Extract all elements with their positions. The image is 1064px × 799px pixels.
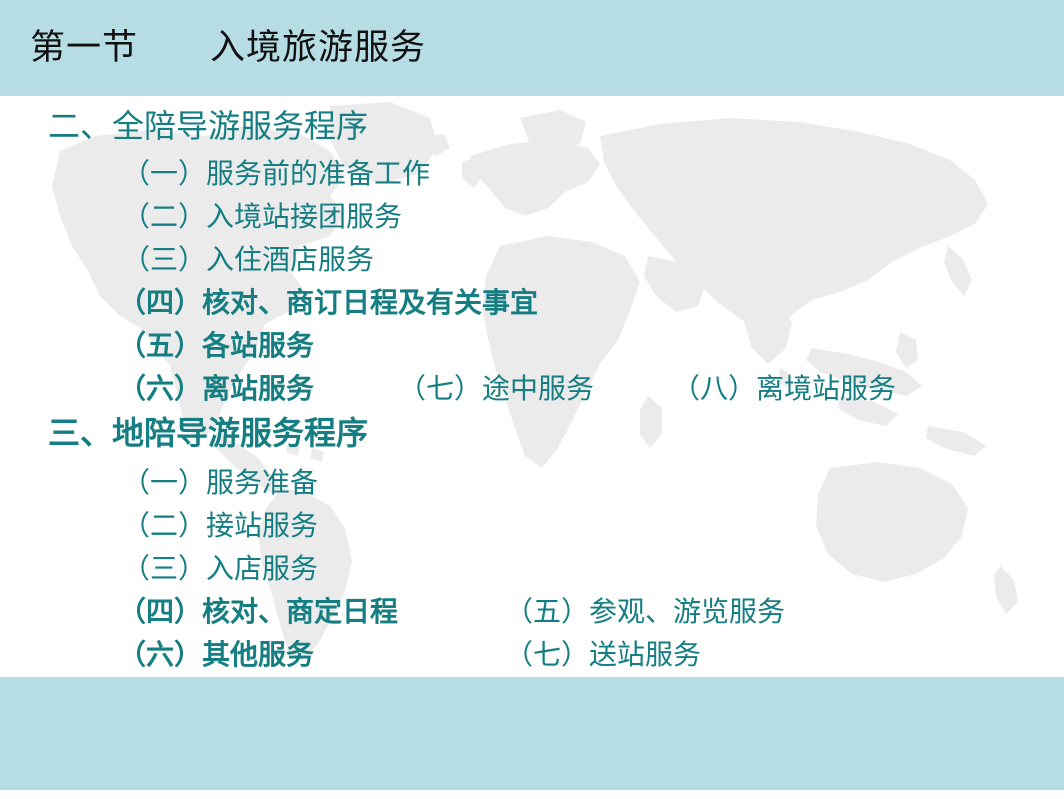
section2-item-1: （一）服务前的准备工作 bbox=[122, 157, 431, 190]
slide-bottom-margin bbox=[0, 793, 1064, 799]
section-heading-3: 三、地陪导游服务程序 bbox=[48, 414, 369, 452]
section3-item-6: （六）其他服务 bbox=[118, 638, 315, 671]
section2-item-6: （六）离站服务 bbox=[118, 372, 315, 405]
section3-item-2: （二）接站服务 bbox=[122, 509, 319, 542]
section3-item-1: （一）服务准备 bbox=[122, 466, 319, 499]
section2-item-7: （七）途中服务 bbox=[398, 372, 595, 405]
section2-item-4: （四）核对、商订日程及有关事宜 bbox=[118, 286, 539, 319]
section2-item-2: （二）入境站接团服务 bbox=[122, 200, 403, 233]
slide-title: 第一节 入境旅游服务 bbox=[30, 28, 427, 68]
slide-body: 二、全陪导游服务程序 （一）服务前的准备工作 （二）入境站接团服务 （三）入住酒… bbox=[0, 96, 1064, 677]
section3-item-4: （四）核对、商定日程 bbox=[118, 595, 399, 628]
section3-item-3: （三）入店服务 bbox=[122, 552, 319, 585]
slide-header-band: 第一节 入境旅游服务 bbox=[0, 0, 1064, 96]
section2-item-3: （三）入住酒店服务 bbox=[122, 243, 375, 276]
section-heading-2: 二、全陪导游服务程序 bbox=[48, 107, 369, 145]
section3-item-7: （七）送站服务 bbox=[505, 638, 702, 671]
section2-item-8: （八）离境站服务 bbox=[672, 372, 897, 405]
slide-footer-band bbox=[0, 677, 1064, 790]
section2-item-5: （五）各站服务 bbox=[118, 329, 315, 362]
section3-item-5: （五）参观、游览服务 bbox=[505, 595, 786, 628]
